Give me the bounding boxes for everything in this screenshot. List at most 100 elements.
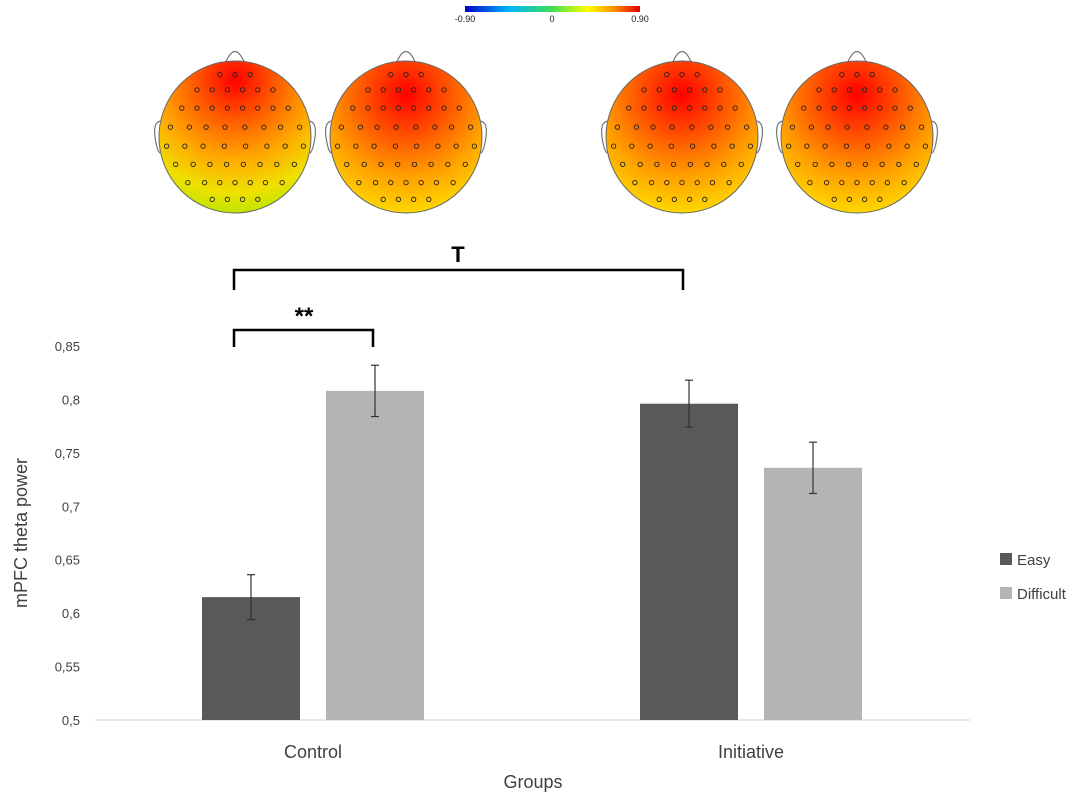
electrode-marker <box>671 196 678 202</box>
electrode-marker <box>904 143 910 149</box>
electrode-marker <box>223 161 230 168</box>
electrode-marker <box>450 179 456 186</box>
electrode-marker <box>403 179 409 186</box>
electrode-marker <box>816 105 822 111</box>
electrode-marker <box>717 87 723 93</box>
electrode-marker <box>388 72 394 78</box>
electrode-marker <box>182 143 188 149</box>
electrode-marker <box>839 72 845 78</box>
electrode-marker <box>239 105 246 111</box>
electrode-marker <box>647 143 653 149</box>
scalp-map <box>780 60 934 214</box>
electrode-marker <box>448 124 455 130</box>
electrode-marker <box>277 124 284 130</box>
electrode-marker <box>433 179 440 186</box>
electrode-marker <box>257 161 263 168</box>
legend-label-difficult: Difficult <box>1017 586 1067 603</box>
electrode-marker <box>410 87 417 93</box>
electrode-marker <box>883 124 889 130</box>
electrode-marker <box>282 143 288 149</box>
electrode-marker <box>296 124 303 130</box>
electrode-marker <box>694 72 700 78</box>
electrode-marker <box>262 179 269 186</box>
electrode-marker <box>242 143 249 149</box>
electrode-marker <box>426 196 432 202</box>
electrode-marker <box>839 179 845 186</box>
electrode-marker <box>829 161 835 168</box>
electrode-marker <box>264 143 270 149</box>
error-bar-easy-initiative <box>685 379 693 428</box>
electrode-marker <box>224 196 231 202</box>
y-tick-label: 0,55 <box>55 660 80 675</box>
electrode-marker <box>831 87 837 93</box>
electrode-marker <box>861 196 868 202</box>
colorbar-gradient <box>465 6 640 12</box>
electrode-marker <box>823 179 830 186</box>
electrode-marker <box>711 143 717 149</box>
electrode-marker <box>844 124 850 130</box>
electrode-marker <box>194 105 200 111</box>
electrode-marker <box>892 105 898 111</box>
electrode-marker <box>656 196 662 202</box>
electrode-marker <box>922 143 929 149</box>
y-axis-ticks: 0,5 0,55 0,6 0,65 0,7 0,75 0,8 0,85 <box>55 339 80 728</box>
electrode-marker <box>708 124 714 130</box>
electrode-marker <box>641 105 647 111</box>
electrode-marker <box>704 161 710 168</box>
electrode-marker <box>240 161 247 168</box>
electrode-marker <box>432 124 438 130</box>
electrode-marker <box>374 124 380 130</box>
electrode-marker <box>371 143 377 149</box>
electrode-marker <box>670 161 677 168</box>
electrode-marker <box>413 143 420 149</box>
electrode-marker <box>846 196 853 202</box>
scalp-map <box>605 60 759 214</box>
electrode-marker <box>239 196 246 202</box>
electrode-marker <box>896 161 902 168</box>
bar-easy-initiative <box>640 403 738 720</box>
electrode-marker <box>729 143 735 149</box>
electrode-marker <box>862 161 869 168</box>
electrode-marker <box>209 196 215 202</box>
electrode-marker <box>418 179 424 186</box>
electrode-marker <box>845 161 852 168</box>
electrode-marker <box>717 105 723 111</box>
colorbar-max-label: 0.90 <box>631 14 649 24</box>
electrode-marker <box>694 179 700 186</box>
legend: Easy Difficult <box>1000 552 1067 603</box>
electrode-marker <box>664 72 670 78</box>
electrode-marker <box>679 72 685 78</box>
y-tick-label: 0,7 <box>62 499 80 514</box>
electrode-marker <box>388 179 394 186</box>
y-tick-label: 0,75 <box>55 446 80 461</box>
x-axis-ticks: Control Initiative <box>284 742 784 762</box>
electrode-marker <box>456 105 462 111</box>
electrode-marker <box>843 143 850 149</box>
electrode-marker <box>671 87 678 93</box>
electrode-marker <box>808 124 815 130</box>
electrode-marker <box>877 105 883 111</box>
electrode-marker <box>247 72 253 78</box>
electrode-marker <box>709 179 716 186</box>
electrode-marker <box>380 196 386 202</box>
electrode-marker <box>221 143 228 149</box>
electrode-marker <box>732 105 738 111</box>
electrode-marker <box>392 143 399 149</box>
electrode-marker <box>738 161 744 168</box>
electrode-marker <box>274 161 280 168</box>
electrode-marker <box>822 143 828 149</box>
topomap-initiative-difficult <box>775 50 939 214</box>
electrode-marker <box>861 87 868 93</box>
topomap-control-difficult <box>324 50 488 214</box>
left-ear-outline <box>153 120 161 154</box>
electrode-marker <box>724 124 731 130</box>
electrode-marker <box>743 124 750 130</box>
scalp-map <box>158 60 312 214</box>
electrode-marker <box>200 143 206 149</box>
electrode-marker <box>372 179 379 186</box>
electrode-marker <box>654 161 660 168</box>
electrode-marker <box>689 124 695 130</box>
electrode-marker <box>209 87 215 93</box>
electrode-marker <box>668 143 675 149</box>
